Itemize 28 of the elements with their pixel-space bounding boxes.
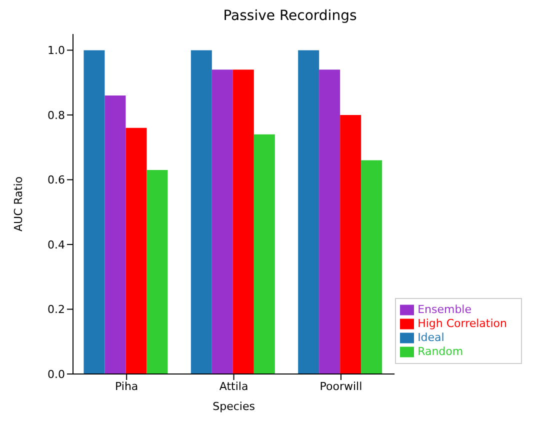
y-axis-title: AUC Ratio [12, 176, 25, 232]
bar [232, 70, 254, 374]
legend-label: Random [418, 345, 464, 358]
chart-title: Passive Recordings [222, 8, 358, 26]
legend-label: Ensemble [418, 303, 472, 316]
legend-label: Ideal [418, 331, 444, 344]
bar [298, 50, 320, 374]
y-tick-label: 0.6 [48, 174, 65, 187]
bar [340, 114, 362, 374]
bar [190, 50, 212, 374]
bar [84, 50, 105, 374]
x-tick-label: Poorwill [320, 380, 362, 393]
y-tick-label: 0.4 [48, 238, 65, 252]
bar [146, 170, 168, 374]
bar [104, 96, 126, 374]
y-tick-label: 0.2 [48, 303, 65, 316]
y-tick-label: 1.0 [48, 44, 65, 58]
legend-label: High Correlation [418, 317, 507, 330]
y-tick-label: 0.8 [48, 108, 65, 122]
x-tick-label: Attila [219, 380, 248, 393]
x-tick-label: Piha [115, 380, 138, 393]
bar [126, 128, 147, 374]
bar [212, 70, 233, 374]
bar [319, 70, 340, 374]
bar [361, 160, 382, 374]
x-axis-title: Species [212, 400, 256, 413]
bar [254, 134, 275, 374]
y-tick-label: 0.0 [48, 368, 65, 381]
